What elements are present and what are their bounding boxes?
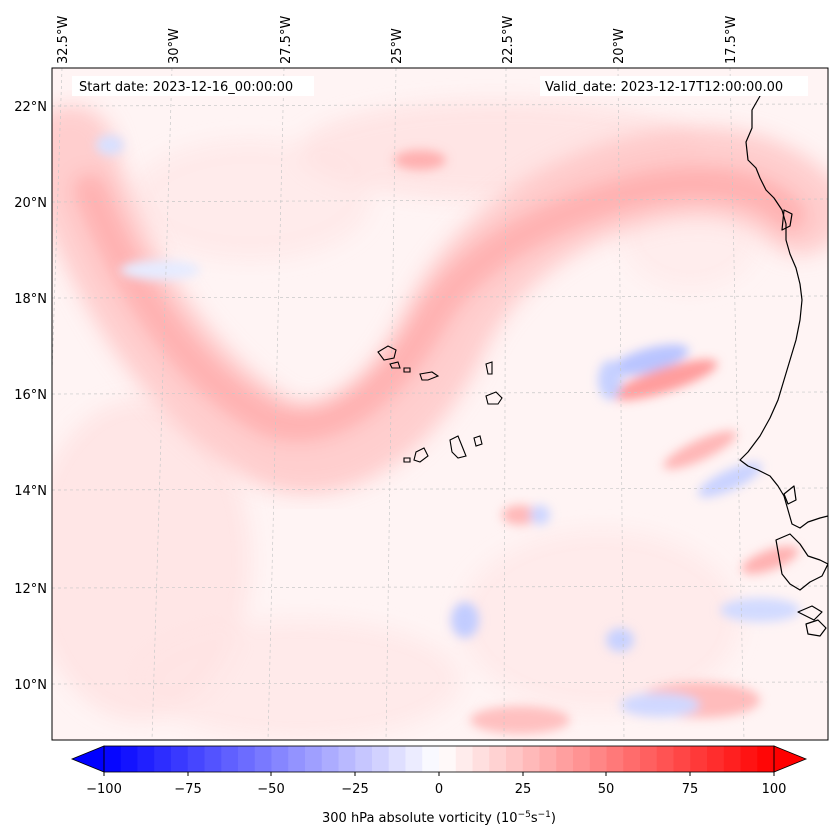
map-frame bbox=[51, 67, 829, 741]
colorbar-tick-label: 0 bbox=[435, 782, 443, 797]
lat-tick-label: 20°N bbox=[14, 196, 47, 211]
colorbar-segment bbox=[606, 746, 624, 772]
colorbar-segment bbox=[388, 746, 406, 772]
vorticity-coastal-features bbox=[96, 135, 800, 734]
colorbar-segment bbox=[439, 746, 457, 772]
colorbar-segment bbox=[171, 746, 189, 772]
colorbar-segment bbox=[707, 746, 725, 772]
colorbar-label: 300 hPa absolute vorticity (10−5s−1) bbox=[322, 810, 556, 826]
colorbar-segment bbox=[455, 746, 473, 772]
vorticity-field bbox=[52, 68, 828, 740]
colorbar-segment bbox=[489, 746, 507, 772]
lat-tick-label: 22°N bbox=[14, 100, 47, 115]
colorbar-ticks: −100 −75 −50 −25 0 25 50 75 100 bbox=[86, 772, 786, 797]
colorbar-segment bbox=[656, 746, 674, 772]
colorbar-segment bbox=[238, 746, 256, 772]
colorbar-segment bbox=[254, 746, 272, 772]
colorbar-segment bbox=[522, 746, 540, 772]
colorbar-segment bbox=[573, 746, 591, 772]
colorbar-tick-label: 25 bbox=[515, 782, 532, 797]
map-gridlines bbox=[52, 68, 828, 740]
lon-tick-label: 22.5°W bbox=[501, 16, 516, 64]
colorbar-segment bbox=[221, 746, 239, 772]
lon-tick-label: 20°W bbox=[612, 28, 627, 64]
colorbar-segment bbox=[690, 746, 708, 772]
map-panel: Start date: 2023-12-16_00:00:00 Valid_da… bbox=[14, 16, 829, 741]
vorticity-background-patches bbox=[52, 100, 760, 740]
colorbar-segment bbox=[120, 746, 138, 772]
colorbar-segment bbox=[472, 746, 490, 772]
colorbar: −100 −75 −50 −25 0 25 50 75 100 300 hPa … bbox=[70, 745, 808, 826]
colorbar-segment bbox=[355, 746, 373, 772]
colorbar-segment bbox=[422, 746, 440, 772]
colorbar-segment bbox=[288, 746, 306, 772]
colorbar-segment bbox=[589, 746, 607, 772]
colorbar-segment bbox=[204, 746, 222, 772]
colorbar-segment bbox=[723, 746, 741, 772]
colorbar-segment bbox=[556, 746, 574, 772]
colorbar-segment bbox=[305, 746, 323, 772]
colorbar-segment bbox=[338, 746, 356, 772]
lon-tick-label: 17.5°W bbox=[724, 16, 739, 64]
colorbar-segment bbox=[539, 746, 557, 772]
lon-tick-label: 25°W bbox=[390, 28, 405, 64]
valid-date-box bbox=[540, 76, 808, 96]
colorbar-segment bbox=[154, 746, 172, 772]
colorbar-segment bbox=[104, 746, 122, 772]
start-date-label: Start date: 2023-12-16_00:00:00 bbox=[79, 80, 293, 95]
colorbar-segment bbox=[271, 746, 289, 772]
cape-verde-islands bbox=[377, 345, 503, 463]
colorbar-segment bbox=[757, 746, 775, 772]
latitude-ticks: 22°N 20°N 18°N 16°N 14°N 12°N 10°N bbox=[14, 100, 47, 693]
longitude-ticks: 32.5°W 30°W 27.5°W 25°W 22.5°W 20°W 17.5… bbox=[56, 16, 739, 64]
lat-tick-label: 12°N bbox=[14, 582, 47, 597]
colorbar-min-extend bbox=[70, 745, 105, 773]
vorticity-main-band bbox=[52, 105, 828, 494]
colorbar-tick-label: −25 bbox=[341, 782, 368, 797]
colorbar-segment bbox=[321, 746, 339, 772]
lon-tick-label: 30°W bbox=[167, 28, 182, 64]
colorbar-tick-label: −75 bbox=[174, 782, 201, 797]
lat-tick-label: 10°N bbox=[14, 678, 47, 693]
colorbar-segment bbox=[187, 746, 205, 772]
colorbar-segment bbox=[740, 746, 758, 772]
lat-tick-label: 14°N bbox=[14, 484, 47, 499]
lat-tick-label: 16°N bbox=[14, 388, 47, 403]
start-date-box bbox=[72, 76, 314, 96]
colorbar-segment bbox=[137, 746, 155, 772]
colorbar-tick-label: −50 bbox=[257, 782, 284, 797]
colorbar-segments bbox=[104, 746, 775, 772]
coastline bbox=[739, 81, 828, 637]
colorbar-segment bbox=[405, 746, 423, 772]
lat-tick-label: 18°N bbox=[14, 292, 47, 307]
colorbar-max-extend bbox=[773, 745, 808, 773]
colorbar-segment bbox=[673, 746, 691, 772]
colorbar-segment bbox=[372, 746, 390, 772]
valid-date-label: Valid_date: 2023-12-17T12:00:00.00 bbox=[545, 80, 783, 95]
colorbar-segment bbox=[506, 746, 524, 772]
colorbar-tick-label: −100 bbox=[86, 782, 122, 797]
lon-tick-label: 32.5°W bbox=[56, 16, 71, 64]
colorbar-segment bbox=[640, 746, 658, 772]
colorbar-segment bbox=[623, 746, 641, 772]
lon-tick-label: 27.5°W bbox=[279, 16, 294, 64]
colorbar-tick-label: 100 bbox=[762, 782, 787, 797]
colorbar-tick-label: 75 bbox=[682, 782, 699, 797]
colorbar-tick-label: 50 bbox=[598, 782, 615, 797]
